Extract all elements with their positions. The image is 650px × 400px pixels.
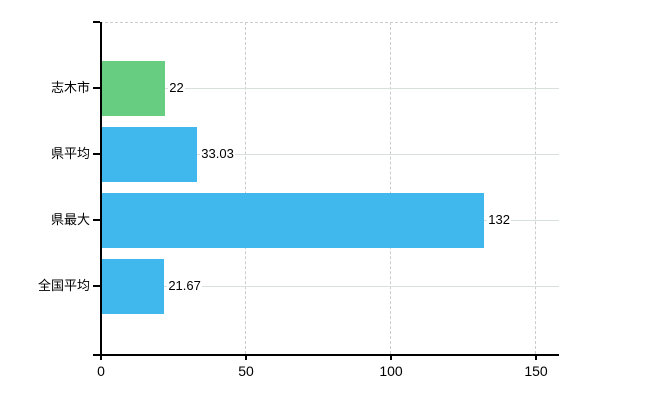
category-label: 県平均 [50,146,90,161]
plot-top-border [100,22,558,23]
y-axis-tick [93,87,100,89]
x-axis-tick [390,354,392,360]
bar-value-label: 132 [487,211,511,228]
y-gridline [101,286,559,287]
x-axis [93,354,559,356]
y-gridline [101,154,559,155]
y-axis-top-tick [93,21,100,23]
y-axis-tick [93,285,100,287]
x-tick-label: 0 [97,363,105,379]
x-tick-label: 150 [524,363,548,379]
x-axis-tick [535,354,537,360]
category-label: 全国平均 [37,278,90,293]
x-gridline [245,22,246,354]
x-tick-label: 100 [379,363,403,379]
bar-value-label: 33.03 [200,145,235,162]
bar [101,258,165,314]
y-axis-tick [93,219,100,221]
x-gridline [390,22,391,354]
bar-value-label: 21.67 [167,277,202,294]
y-gridline [101,88,559,89]
y-axis [100,22,102,360]
x-axis-tick [245,354,247,360]
y-axis-tick [93,153,100,155]
bar [101,126,198,182]
category-label: 志木市 [50,80,90,95]
category-label: 県最大 [50,212,90,227]
bar [101,192,485,248]
x-tick-label: 50 [238,363,254,379]
bar-value-label: 22 [168,79,185,96]
x-gridline [535,22,536,354]
bar [101,60,166,116]
